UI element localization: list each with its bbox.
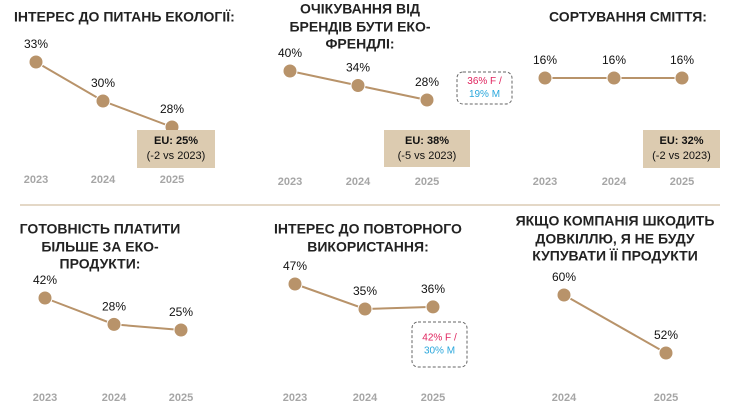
data-point	[606, 70, 622, 86]
data-point	[282, 63, 298, 79]
data-point	[28, 54, 44, 70]
year-label: 2024	[353, 392, 378, 404]
value-label: 30%	[91, 76, 115, 90]
chart-title: СОРТУВАННЯ СМІТТЯ:	[549, 9, 707, 25]
value-label: 60%	[552, 270, 576, 284]
callout-text: 42% F /	[422, 333, 457, 344]
year-label: 2025	[169, 392, 193, 404]
eu-annotation: EU: 32%	[659, 135, 703, 147]
year-label: 2023	[278, 176, 302, 188]
data-point	[658, 345, 674, 361]
callout-text: 30% M	[424, 346, 455, 357]
callout-text: 19% M	[469, 89, 500, 100]
data-point	[350, 78, 366, 93]
value-label: 40%	[278, 46, 302, 60]
year-label: 2025	[670, 176, 694, 188]
chart-title: БІЛЬШЕ ЗА ЕКО-	[41, 239, 159, 255]
eu-box	[643, 130, 720, 168]
eu-annotation: (-5 vs 2023)	[398, 150, 457, 162]
eu-box	[137, 130, 215, 168]
year-label: 2023	[33, 392, 57, 404]
value-label: 16%	[533, 53, 557, 67]
year-label: 2024	[102, 392, 127, 404]
eu-annotation: EU: 25%	[154, 135, 198, 147]
data-point	[537, 70, 553, 86]
data-point	[556, 287, 572, 303]
chart-title: БРЕНДІВ БУТИ ЕКО-	[289, 19, 430, 35]
value-label: 52%	[654, 328, 678, 342]
data-point	[425, 299, 441, 315]
callout-box	[456, 71, 513, 105]
eu-annotation: (-2 vs 2023)	[652, 150, 711, 162]
data-point	[173, 322, 189, 338]
value-label: 47%	[283, 259, 307, 273]
year-label: 2023	[533, 176, 557, 188]
value-label: 34%	[346, 61, 370, 75]
data-point	[357, 301, 373, 317]
value-label: 36%	[421, 282, 445, 296]
chart-title: ІНТЕРЕС ДО ПИТАНЬ ЕКОЛОГІЇ:	[14, 9, 235, 25]
callout-text: 36% F /	[467, 76, 502, 87]
year-label: 2024	[346, 176, 371, 188]
chart-title: ВИКОРИСТАННЯ:	[307, 239, 429, 255]
value-label: 28%	[102, 300, 126, 314]
value-label: 28%	[160, 102, 184, 116]
data-point	[287, 276, 303, 292]
eu-annotation: (-2 vs 2023)	[147, 150, 206, 162]
year-label: 2025	[421, 392, 445, 404]
chart-title: ІНТЕРЕС ДО ПОВТОРНОГО	[274, 221, 462, 237]
value-label: 35%	[353, 284, 377, 298]
data-point	[106, 316, 122, 332]
chart-title: ЯКЩО КОМПАНІЯ ШКОДИТЬ	[516, 213, 715, 229]
year-label: 2024	[91, 174, 116, 186]
value-label: 25%	[169, 305, 193, 319]
data-point	[37, 290, 53, 306]
callout-box	[411, 321, 468, 368]
chart-title: ОЧІКУВАННЯ ВІД	[300, 1, 420, 17]
chart-title: КУПУВАТИ ЇЇ ПРОДУКТИ	[532, 248, 698, 264]
eu-annotation: EU: 38%	[405, 135, 449, 147]
year-label: 2025	[654, 392, 678, 404]
year-label: 2025	[160, 174, 184, 186]
chart-title: ПРОДУКТИ:	[60, 256, 141, 272]
trend-line	[563, 294, 667, 354]
value-label: 16%	[602, 53, 626, 67]
data-point	[674, 70, 690, 86]
value-label: 16%	[670, 53, 694, 67]
chart-title: ФРЕНДЛІ:	[325, 36, 394, 52]
year-label: 2023	[283, 392, 307, 404]
value-label: 28%	[415, 75, 439, 89]
data-point	[95, 93, 111, 109]
year-label: 2024	[602, 176, 627, 188]
data-point	[419, 92, 435, 108]
chart-title: ДОВКІЛЛЮ, Я НЕ БУДУ	[535, 231, 694, 247]
year-label: 2023	[24, 174, 48, 186]
value-label: 42%	[33, 273, 57, 287]
value-label: 33%	[24, 37, 48, 51]
year-label: 2025	[415, 176, 439, 188]
eu-box	[384, 130, 470, 167]
year-label: 2024	[552, 392, 577, 404]
chart-title: ГОТОВНІСТЬ ПЛАТИТИ	[20, 221, 181, 237]
